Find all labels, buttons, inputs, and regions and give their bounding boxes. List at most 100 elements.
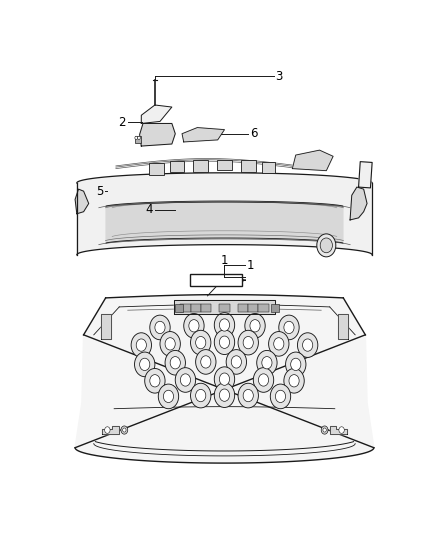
Circle shape xyxy=(257,350,277,375)
Circle shape xyxy=(214,367,235,391)
Circle shape xyxy=(279,315,299,340)
Text: 6: 6 xyxy=(250,127,258,140)
Circle shape xyxy=(284,321,294,334)
Polygon shape xyxy=(350,187,367,220)
Circle shape xyxy=(219,373,230,385)
Circle shape xyxy=(253,368,274,392)
Text: 4: 4 xyxy=(146,203,153,216)
Polygon shape xyxy=(75,295,374,463)
Circle shape xyxy=(175,368,196,392)
Polygon shape xyxy=(102,426,119,434)
Circle shape xyxy=(138,136,140,140)
Text: 2: 2 xyxy=(119,116,126,129)
Circle shape xyxy=(214,330,235,354)
Circle shape xyxy=(150,375,160,387)
Bar xyxy=(248,304,258,312)
Circle shape xyxy=(201,356,211,368)
Polygon shape xyxy=(101,314,111,339)
FancyBboxPatch shape xyxy=(170,161,184,172)
Circle shape xyxy=(226,350,247,374)
Circle shape xyxy=(184,313,204,338)
Circle shape xyxy=(320,238,332,253)
Bar xyxy=(180,304,191,312)
Circle shape xyxy=(339,427,344,433)
Circle shape xyxy=(214,313,235,337)
Circle shape xyxy=(219,389,230,401)
Circle shape xyxy=(276,390,286,402)
Circle shape xyxy=(250,320,260,332)
Text: 1: 1 xyxy=(247,259,254,271)
Circle shape xyxy=(165,350,185,375)
Circle shape xyxy=(158,384,179,409)
Circle shape xyxy=(321,426,328,434)
Circle shape xyxy=(196,390,206,402)
Polygon shape xyxy=(182,127,224,142)
Circle shape xyxy=(191,383,211,408)
Polygon shape xyxy=(106,201,343,243)
Circle shape xyxy=(196,350,216,374)
Circle shape xyxy=(191,330,211,355)
Circle shape xyxy=(245,313,265,338)
Bar xyxy=(134,136,141,143)
FancyBboxPatch shape xyxy=(262,162,275,173)
Bar xyxy=(238,304,248,312)
Circle shape xyxy=(291,358,301,370)
Polygon shape xyxy=(359,161,372,188)
Bar xyxy=(191,304,201,312)
Polygon shape xyxy=(77,173,372,255)
Circle shape xyxy=(189,320,199,332)
Circle shape xyxy=(170,357,180,369)
Bar xyxy=(271,304,279,312)
Circle shape xyxy=(258,374,268,386)
Circle shape xyxy=(163,390,173,402)
Circle shape xyxy=(238,383,258,408)
FancyBboxPatch shape xyxy=(217,159,232,170)
Circle shape xyxy=(284,368,304,393)
Circle shape xyxy=(123,428,126,432)
FancyBboxPatch shape xyxy=(149,163,164,175)
Circle shape xyxy=(243,390,253,402)
Polygon shape xyxy=(173,300,276,314)
Circle shape xyxy=(121,426,128,434)
Circle shape xyxy=(136,339,146,351)
Circle shape xyxy=(262,357,272,369)
Bar xyxy=(258,304,268,312)
Circle shape xyxy=(303,339,313,351)
Polygon shape xyxy=(75,189,88,214)
Circle shape xyxy=(238,330,258,355)
Circle shape xyxy=(105,427,110,433)
Polygon shape xyxy=(330,426,346,434)
Bar xyxy=(175,304,183,312)
Circle shape xyxy=(317,234,336,257)
FancyBboxPatch shape xyxy=(241,160,256,172)
Circle shape xyxy=(219,336,230,349)
Text: 3: 3 xyxy=(276,70,283,83)
Polygon shape xyxy=(141,105,172,124)
Circle shape xyxy=(155,321,165,334)
Circle shape xyxy=(135,136,138,140)
Circle shape xyxy=(196,336,206,349)
Circle shape xyxy=(145,368,165,393)
Polygon shape xyxy=(140,124,175,146)
Circle shape xyxy=(214,383,235,407)
Circle shape xyxy=(243,336,253,349)
Polygon shape xyxy=(338,314,348,339)
Text: 1: 1 xyxy=(221,254,228,267)
Circle shape xyxy=(289,375,299,387)
Circle shape xyxy=(134,352,155,377)
Circle shape xyxy=(131,333,152,358)
Circle shape xyxy=(160,332,180,356)
Circle shape xyxy=(297,333,318,358)
Circle shape xyxy=(231,356,241,368)
Circle shape xyxy=(180,374,191,386)
Circle shape xyxy=(274,338,284,350)
Bar xyxy=(201,304,211,312)
Circle shape xyxy=(219,319,230,331)
Text: 5: 5 xyxy=(96,185,103,198)
Bar xyxy=(219,304,230,312)
FancyBboxPatch shape xyxy=(193,160,208,172)
Circle shape xyxy=(268,332,289,356)
Circle shape xyxy=(323,428,326,432)
Bar xyxy=(190,274,242,286)
Circle shape xyxy=(140,358,150,370)
